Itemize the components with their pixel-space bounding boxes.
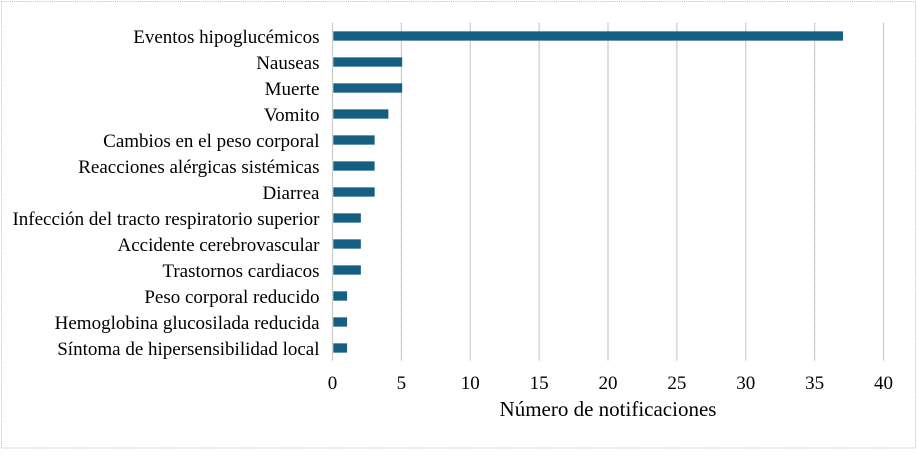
svg-text:Nauseas: Nauseas — [256, 53, 319, 74]
svg-text:30: 30 — [736, 373, 755, 394]
svg-text:Peso corporal reducido: Peso corporal reducido — [144, 287, 319, 308]
svg-text:Eventos hipoglucémicos: Eventos hipoglucémicos — [133, 27, 319, 48]
svg-text:40: 40 — [874, 373, 893, 394]
svg-text:Infección del tracto respirato: Infección del tracto respiratorio superi… — [12, 209, 320, 230]
svg-text:15: 15 — [530, 373, 549, 394]
svg-text:35: 35 — [805, 373, 824, 394]
svg-text:10: 10 — [461, 373, 480, 394]
svg-text:0: 0 — [328, 373, 338, 394]
svg-text:Cambios en el peso corporal: Cambios en el peso corporal — [103, 131, 319, 152]
svg-text:25: 25 — [667, 373, 686, 394]
svg-text:20: 20 — [599, 373, 618, 394]
svg-text:Trastornos cardiacos: Trastornos cardiacos — [162, 261, 319, 282]
svg-text:Vomito: Vomito — [264, 105, 320, 126]
svg-text:5: 5 — [397, 373, 407, 394]
svg-text:Diarrea: Diarrea — [263, 183, 321, 204]
svg-text:Reacciones alérgicas sistémica: Reacciones alérgicas sistémicas — [78, 157, 319, 178]
svg-text:Número de notificaciones: Número de notificaciones — [500, 397, 717, 421]
svg-text:Accidente cerebrovascular: Accidente cerebrovascular — [117, 235, 320, 256]
svg-text:Síntoma de hipersensibilidad l: Síntoma de hipersensibilidad local — [57, 339, 319, 360]
svg-text:Hemoglobina glucosilada reduci: Hemoglobina glucosilada reducida — [55, 313, 320, 334]
svg-text:Muerte: Muerte — [265, 79, 320, 100]
